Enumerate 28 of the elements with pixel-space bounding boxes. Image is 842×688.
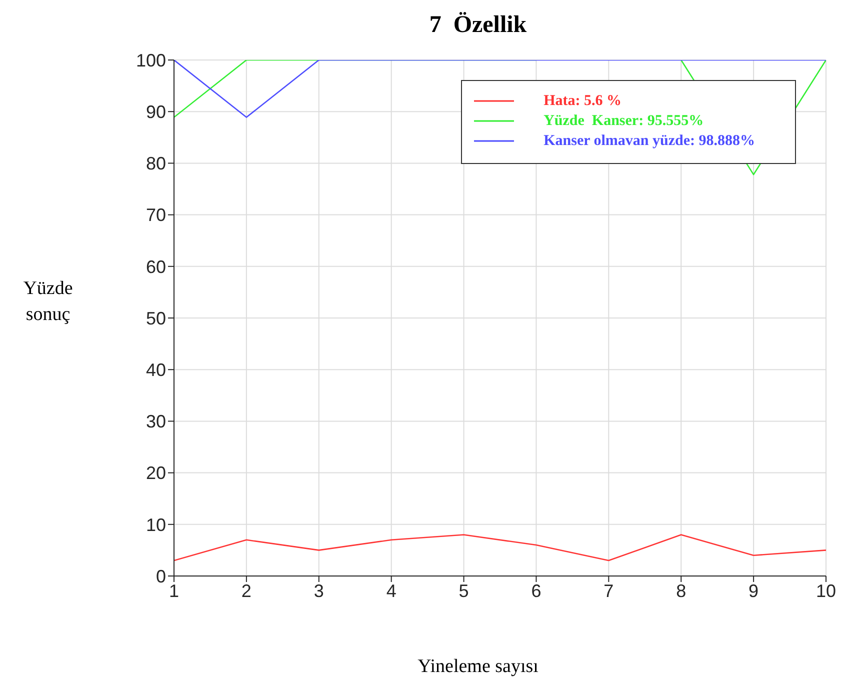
y-tick-label: 100 bbox=[136, 50, 166, 70]
x-tick-label: 3 bbox=[314, 580, 324, 601]
y-tick-label: 20 bbox=[146, 463, 166, 484]
x-tick-label: 8 bbox=[676, 580, 686, 601]
y-tick-label: 10 bbox=[146, 514, 166, 535]
legend-label: Yüzde Kanser: 95.555% bbox=[544, 112, 704, 130]
x-tick-label: 1 bbox=[168, 580, 180, 601]
chart-title: 7 Özellik bbox=[428, 12, 528, 39]
y-tick-label: 40 bbox=[146, 360, 166, 380]
x-tick-label: 2 bbox=[241, 580, 252, 601]
legend-label: Kanser olmavan yüzde: 98.888% bbox=[544, 132, 755, 150]
x-axis-title: Yineleme sayısı bbox=[416, 656, 540, 678]
y-tick-label: 60 bbox=[146, 256, 166, 277]
y-tick-label: 30 bbox=[146, 412, 166, 432]
x-tick-label: 7 bbox=[604, 580, 614, 601]
line-series bbox=[174, 534, 826, 562]
x-tick-label: 10 bbox=[816, 580, 836, 601]
y-axis-title: Yüzde sonuç bbox=[22, 277, 74, 327]
y-tick-label: 50 bbox=[146, 308, 166, 328]
y-tick-label: 70 bbox=[146, 205, 166, 226]
x-tick-label: 6 bbox=[531, 580, 542, 601]
y-tick-label: 0 bbox=[156, 566, 166, 586]
x-tick-label: 9 bbox=[748, 580, 759, 601]
x-tick-label: 4 bbox=[386, 580, 396, 601]
y-tick-label: 90 bbox=[146, 102, 166, 122]
y-tick-label: 80 bbox=[146, 154, 166, 174]
legend-label: Hata: 5.6 % bbox=[544, 92, 622, 110]
x-tick-label: 5 bbox=[458, 580, 469, 601]
